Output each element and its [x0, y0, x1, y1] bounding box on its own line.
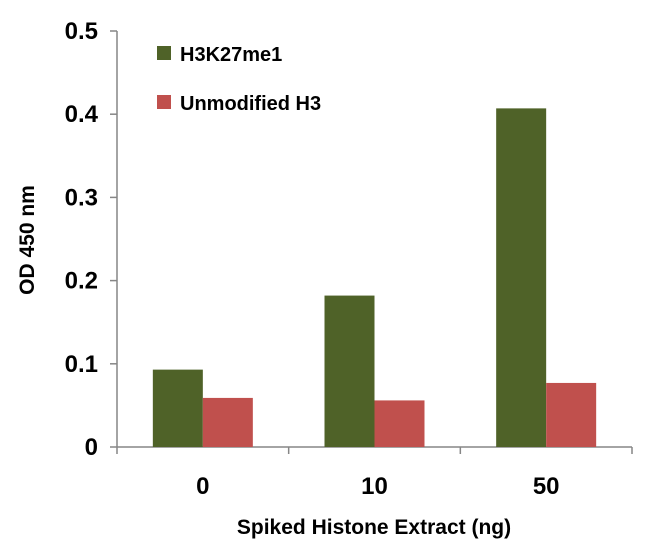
x-tick-label: 0: [196, 473, 209, 500]
legend-item: Unmodified H3: [157, 93, 321, 115]
bar-unmodified-h3-0: [202, 397, 253, 447]
bar-unmodified-h3-10: [374, 400, 425, 447]
y-tick-label: 0.2: [65, 268, 98, 295]
x-axis: 0 10 50: [116, 446, 633, 500]
bars: [152, 108, 597, 447]
x-axis-title: Spiked Histone Extract (ng): [237, 516, 511, 539]
bar-h3k27me1-50: [496, 108, 547, 447]
legend: H3K27me1 Unmodified H3: [157, 44, 321, 115]
y-tick-label: 0.3: [65, 184, 98, 211]
x-tick-label: 10: [361, 473, 388, 500]
y-axis: 0 0.1 0.2 0.3 0.4 0.5: [65, 18, 118, 461]
y-tick-label: 0: [85, 434, 98, 461]
bar-h3k27me1-0: [152, 369, 203, 447]
y-tick-label: 0.5: [65, 18, 98, 45]
plot-area: 0 0.1 0.2 0.3 0.4 0.5 0 10 50: [65, 18, 633, 500]
legend-label: H3K27me1: [180, 44, 282, 66]
y-axis-title: OD 450 nm: [16, 185, 39, 295]
legend-label: Unmodified H3: [180, 93, 321, 115]
legend-swatch: [157, 95, 171, 109]
bar-h3k27me1-10: [324, 295, 375, 447]
x-tick-label: 50: [533, 473, 560, 500]
legend-swatch: [157, 46, 171, 60]
y-tick-label: 0.1: [65, 351, 98, 378]
bar-unmodified-h3-50: [546, 382, 597, 447]
legend-item: H3K27me1: [157, 44, 282, 66]
y-tick-label: 0.4: [65, 101, 99, 128]
